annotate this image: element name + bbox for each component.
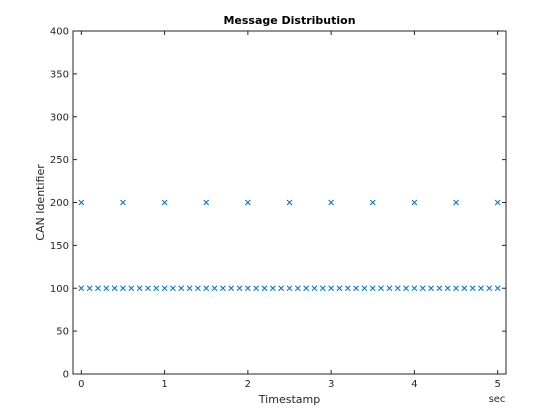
y-tick-label: 250 bbox=[50, 155, 69, 166]
x-tick-label: 3 bbox=[328, 379, 334, 390]
data-point bbox=[161, 285, 168, 292]
data-point bbox=[111, 285, 118, 292]
data-point bbox=[120, 199, 126, 206]
data-point bbox=[411, 285, 418, 292]
data-point bbox=[170, 285, 176, 292]
data-point bbox=[286, 285, 293, 292]
data-point bbox=[478, 285, 484, 292]
y-tick-label: 100 bbox=[50, 284, 69, 295]
data-point bbox=[486, 285, 493, 292]
data-point bbox=[178, 285, 185, 292]
y-axis-ticks: 0 50 100 150 200 250 300 350 400 bbox=[50, 27, 506, 381]
data-point bbox=[269, 285, 276, 292]
data-markers bbox=[78, 199, 501, 292]
data-point bbox=[336, 285, 343, 292]
data-point bbox=[186, 285, 193, 292]
data-point bbox=[386, 285, 393, 292]
x-axis-label: Timestamp bbox=[258, 393, 320, 406]
data-point bbox=[136, 285, 143, 292]
data-point bbox=[353, 285, 359, 292]
x-axis-unit: sec bbox=[489, 394, 506, 405]
data-point bbox=[203, 199, 210, 206]
data-point bbox=[419, 285, 426, 292]
x-tick-label: 4 bbox=[411, 379, 417, 390]
data-point bbox=[78, 199, 85, 206]
y-tick-label: 150 bbox=[50, 241, 69, 252]
data-point bbox=[294, 285, 301, 292]
data-point bbox=[394, 285, 401, 292]
data-point bbox=[220, 285, 226, 292]
data-point bbox=[378, 285, 384, 292]
data-point bbox=[161, 199, 168, 206]
data-point bbox=[203, 285, 210, 292]
data-point bbox=[286, 199, 293, 206]
data-point bbox=[303, 285, 310, 292]
x-axis-ticks: 0 1 2 3 4 5 bbox=[78, 31, 501, 390]
data-point bbox=[369, 199, 376, 206]
data-point bbox=[494, 199, 501, 206]
data-point bbox=[444, 285, 451, 292]
data-point bbox=[461, 285, 468, 292]
data-point bbox=[369, 285, 376, 292]
data-point bbox=[436, 285, 443, 292]
data-point bbox=[328, 199, 334, 206]
data-point bbox=[311, 285, 318, 292]
data-point bbox=[428, 285, 434, 292]
data-point bbox=[145, 285, 151, 292]
data-point bbox=[403, 285, 409, 292]
data-point bbox=[86, 285, 93, 292]
x-tick-label: 5 bbox=[494, 379, 500, 390]
y-tick-label: 0 bbox=[63, 370, 69, 381]
data-point bbox=[195, 285, 201, 292]
data-point bbox=[494, 285, 501, 292]
data-point bbox=[328, 285, 334, 292]
y-tick-label: 400 bbox=[50, 27, 69, 38]
data-point bbox=[361, 285, 368, 292]
data-point bbox=[319, 285, 326, 292]
data-point bbox=[245, 285, 251, 292]
data-point bbox=[95, 285, 101, 292]
data-point bbox=[469, 285, 476, 292]
y-tick-label: 50 bbox=[56, 327, 69, 338]
data-point bbox=[344, 285, 351, 292]
data-point bbox=[453, 199, 459, 206]
x-tick-label: 0 bbox=[78, 379, 84, 390]
data-point bbox=[153, 285, 160, 292]
y-axis-label: CAN Identifier bbox=[34, 164, 47, 241]
data-point bbox=[78, 285, 85, 292]
chart-title: Message Distribution bbox=[223, 14, 355, 27]
x-tick-label: 2 bbox=[245, 379, 251, 390]
data-point bbox=[453, 285, 459, 292]
x-tick-label: 1 bbox=[161, 379, 167, 390]
data-point bbox=[236, 285, 243, 292]
data-point bbox=[103, 285, 110, 292]
data-point bbox=[261, 285, 268, 292]
data-point bbox=[245, 199, 251, 206]
y-tick-label: 350 bbox=[50, 69, 69, 80]
y-tick-label: 200 bbox=[50, 198, 69, 209]
y-tick-label: 300 bbox=[50, 112, 69, 123]
data-point bbox=[411, 199, 418, 206]
data-point bbox=[120, 285, 126, 292]
data-point bbox=[211, 285, 218, 292]
data-point bbox=[278, 285, 285, 292]
data-point bbox=[253, 285, 260, 292]
data-point bbox=[228, 285, 235, 292]
data-point bbox=[128, 285, 135, 292]
